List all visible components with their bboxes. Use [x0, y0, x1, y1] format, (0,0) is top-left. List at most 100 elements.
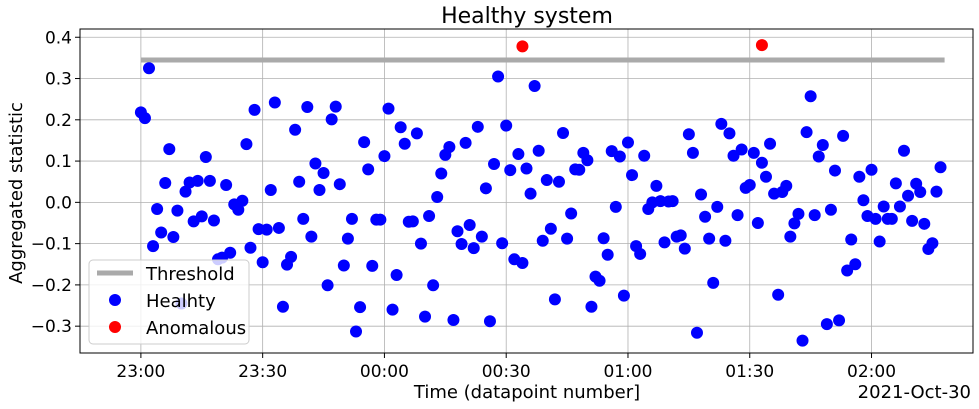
healthy-point — [808, 209, 821, 222]
healthy-point — [536, 234, 549, 247]
healthy-point — [268, 96, 281, 109]
legend-box — [88, 259, 250, 345]
healthy-point — [244, 241, 257, 254]
healthy-point — [837, 129, 850, 142]
healthy-point — [751, 216, 764, 229]
healthy-point — [914, 186, 927, 199]
healthy-point — [366, 259, 379, 272]
healthy-point — [313, 183, 326, 196]
x-tick-label: 00:00 — [360, 362, 409, 382]
healthy-point — [236, 194, 249, 207]
healthy-point — [248, 103, 261, 116]
healthy-point — [163, 143, 176, 156]
healthy-point — [386, 303, 399, 316]
healthy-point — [451, 225, 464, 238]
healthy-point — [755, 156, 768, 169]
healthy-point — [414, 237, 427, 250]
healthy-point — [532, 144, 545, 157]
healthy-point — [548, 293, 561, 306]
healthy-point — [155, 226, 168, 239]
healthy-point — [735, 143, 748, 156]
healthy-point — [833, 314, 846, 327]
healthy-point — [796, 334, 809, 347]
healthy-point — [877, 200, 890, 213]
healthy-point — [934, 161, 947, 174]
healthy-point — [325, 113, 338, 126]
anomalous-point — [516, 40, 529, 53]
y-tick-label: −0.1 — [31, 235, 72, 255]
healthy-point — [362, 163, 375, 176]
healthy-point — [731, 209, 744, 222]
healthy-point — [147, 240, 160, 253]
healthy-point — [723, 127, 736, 140]
healthy-point — [443, 141, 456, 154]
healthy-point — [171, 204, 184, 217]
healthy-point — [191, 174, 204, 187]
y-axis-label: Aggregated statistic — [6, 102, 27, 284]
healthy-point — [374, 213, 387, 226]
healthy-point — [784, 230, 797, 243]
healthy-point — [232, 203, 245, 216]
healthy-point — [406, 215, 419, 228]
healthy-point — [772, 288, 785, 301]
healthy-point — [561, 232, 574, 245]
healthy-point — [337, 259, 350, 272]
healthy-point — [621, 136, 634, 149]
y-tick-label: 0.4 — [45, 28, 72, 48]
healthy-point — [658, 236, 671, 249]
y-tick-label: 0.1 — [45, 152, 72, 172]
healthy-point — [524, 187, 537, 200]
healthy-point — [321, 279, 334, 292]
healthy-point — [930, 185, 943, 198]
healthy-point — [845, 233, 858, 246]
healthy-point — [289, 123, 302, 136]
healthy-point — [203, 174, 216, 187]
healthy-point — [179, 185, 192, 198]
healthy-point — [520, 162, 533, 175]
healthy-point — [682, 128, 695, 141]
healthy-point — [820, 318, 833, 331]
healthy-point — [678, 242, 691, 255]
healthy-point — [224, 246, 237, 259]
healthy-point — [333, 178, 346, 191]
healthy-point — [483, 315, 496, 328]
x-tick-label: 23:30 — [238, 362, 287, 382]
healthy-point — [500, 119, 513, 132]
healthy-point — [167, 231, 180, 244]
y-tick-label: −0.2 — [31, 276, 72, 296]
healthy-point — [479, 182, 492, 195]
healthy-point — [638, 149, 651, 162]
healthy-point — [585, 300, 598, 313]
healthy-point — [419, 310, 432, 323]
healthy-point — [199, 150, 212, 163]
healthy-point — [601, 248, 614, 261]
healthy-point — [471, 120, 484, 133]
healthy-point — [650, 179, 663, 192]
healthy-point — [285, 250, 298, 263]
anomalous-point — [755, 39, 768, 52]
healthy-point — [897, 144, 910, 157]
healthy-point — [159, 176, 172, 189]
healthy-point — [431, 190, 444, 203]
healthy-point — [496, 237, 509, 250]
healthy-point — [301, 101, 314, 114]
healthy-point — [297, 212, 310, 225]
y-tick-label: −0.3 — [31, 317, 72, 337]
healthy-point — [394, 121, 407, 134]
x-axis-label: Time (datapoint number] — [413, 382, 640, 403]
healthy-point — [593, 274, 606, 287]
healthy-point — [512, 148, 525, 161]
healthy-point — [423, 209, 436, 222]
legend-anomalous-swatch — [109, 321, 121, 333]
healthy-point — [207, 214, 220, 227]
healthy-point — [699, 210, 712, 223]
healthy-point — [893, 200, 906, 213]
healthy-point — [743, 179, 756, 192]
healthy-point — [557, 127, 570, 140]
healthy-point — [488, 157, 501, 170]
healthy-point — [764, 137, 777, 150]
healthy-point — [455, 238, 468, 251]
healthy-point — [260, 223, 273, 236]
healthy-point — [759, 170, 772, 183]
x-tick-label: 01:30 — [725, 362, 774, 382]
